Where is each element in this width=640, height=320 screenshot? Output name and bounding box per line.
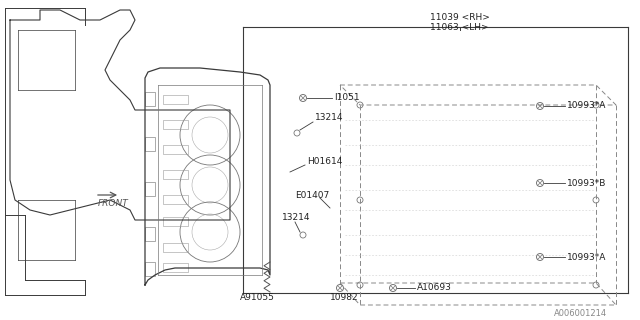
Text: 10993*A: 10993*A [567,101,606,110]
Bar [163,217,188,226]
Text: 10993*B: 10993*B [567,179,606,188]
Text: E01407: E01407 [295,190,329,199]
Text: H01614: H01614 [307,157,342,166]
Text: FRONT: FRONT [98,198,129,207]
Bar [145,137,155,151]
Bar [163,120,188,129]
Text: A006001214: A006001214 [554,308,607,317]
Text: 10993*A: 10993*A [567,252,606,261]
Text: A10693: A10693 [417,284,452,292]
Bar [163,145,188,154]
Text: 13214: 13214 [282,213,310,222]
Bar [163,195,188,204]
Text: 11063 <LH>: 11063 <LH> [430,22,488,31]
Bar [145,92,155,106]
Bar [163,170,188,179]
Bar [145,182,155,196]
Text: 11039 <RH>: 11039 <RH> [430,13,490,22]
Text: 10982: 10982 [330,293,358,302]
Text: 13214: 13214 [315,114,344,123]
Bar [145,262,155,276]
Text: I1051: I1051 [334,93,360,102]
Bar [145,227,155,241]
Bar [163,95,188,104]
Text: A91055: A91055 [240,293,275,302]
Bar [163,243,188,252]
Bar [163,263,188,272]
